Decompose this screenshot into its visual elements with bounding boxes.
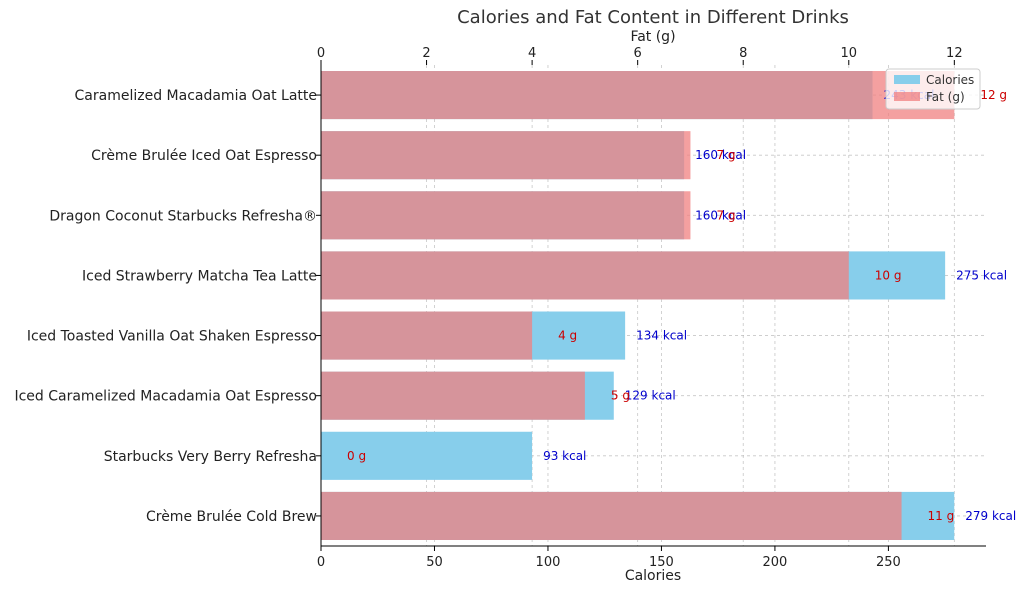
- fat-value-label-5: 5 g: [611, 389, 630, 403]
- fat-value-label-2: 7 g: [716, 208, 735, 222]
- fat-value-label-1: 7 g: [716, 148, 735, 162]
- category-label-0: Caramelized Macadamia Oat Latte: [75, 88, 317, 104]
- calories-value-label-2: 160 kcal: [695, 208, 746, 222]
- category-label-7: Crème Brulée Cold Brew: [146, 509, 317, 525]
- bottom-tick-label-50: 50: [426, 555, 443, 570]
- top-tick-label-8: 8: [739, 46, 747, 61]
- calories-value-label-5: 129 kcal: [625, 389, 676, 403]
- fat-bar-5: [321, 371, 585, 420]
- legend-label-1: Fat (g): [926, 90, 965, 104]
- category-label-2: Dragon Coconut Starbucks Refresha®: [49, 208, 317, 224]
- fat-bar-3: [321, 251, 849, 300]
- fat-value-label-6: 0 g: [347, 449, 366, 463]
- fat-bar-7: [321, 491, 902, 540]
- top-tick-label-0: 0: [317, 46, 325, 61]
- top-tick-label-12: 12: [946, 46, 963, 61]
- fat-value-label-4: 4 g: [558, 329, 577, 343]
- top-tick-label-6: 6: [634, 46, 642, 61]
- bottom-tick-label-150: 150: [649, 555, 674, 570]
- bottom-tick-label-100: 100: [536, 555, 561, 570]
- legend-label-0: Calories: [926, 73, 974, 87]
- axes-layer: 0 50 100 150 200 250 0 2 4 6 8 10 12 Caramelized Maca…: [14, 46, 986, 570]
- fat-bar-1: [321, 131, 691, 180]
- bottom-tick-label-250: 250: [876, 555, 901, 570]
- bottom-axis-title: Calories: [625, 568, 681, 584]
- chart-title: Calories and Fat Content in Different Dr…: [457, 7, 849, 28]
- top-axis-title: Fat (g): [630, 29, 675, 45]
- calories-value-label-7: 279 kcal: [965, 509, 1016, 523]
- fat-bar-2: [321, 191, 691, 240]
- fat-value-label-7: 11 g: [928, 509, 955, 523]
- bottom-tick-label-0: 0: [317, 555, 325, 570]
- fat-bar-4: [321, 311, 533, 360]
- legend: Calories Fat (g): [885, 68, 981, 110]
- calories-bar-6: [321, 431, 533, 480]
- bottom-tick-label-200: 200: [763, 555, 788, 570]
- category-label-5: Iced Caramelized Macadamia Oat Espresso: [14, 389, 317, 405]
- calories-value-label-4: 134 kcal: [636, 329, 687, 343]
- top-tick-label-4: 4: [528, 46, 536, 61]
- top-tick-label-10: 10: [841, 46, 858, 61]
- category-label-6: Starbucks Very Berry Refresha: [104, 449, 317, 465]
- bars-layer: [321, 71, 955, 540]
- legend-swatch-1: [894, 92, 920, 101]
- category-label-4: Iced Toasted Vanilla Oat Shaken Espresso: [27, 329, 317, 345]
- category-label-1: Crème Brulée Iced Oat Espresso: [91, 148, 317, 164]
- legend-swatch-0: [894, 75, 920, 84]
- calories-value-label-6: 93 kcal: [543, 449, 586, 463]
- category-label-3: Iced Strawberry Matcha Tea Latte: [82, 268, 317, 284]
- calories-value-label-3: 275 kcal: [956, 268, 1007, 282]
- fat-value-label-0: 12 g: [980, 88, 1007, 102]
- fat-bar-0: [321, 71, 955, 120]
- fat-value-label-3: 10 g: [875, 268, 902, 282]
- top-tick-label-2: 2: [422, 46, 430, 61]
- calories-value-label-1: 160 kcal: [695, 148, 746, 162]
